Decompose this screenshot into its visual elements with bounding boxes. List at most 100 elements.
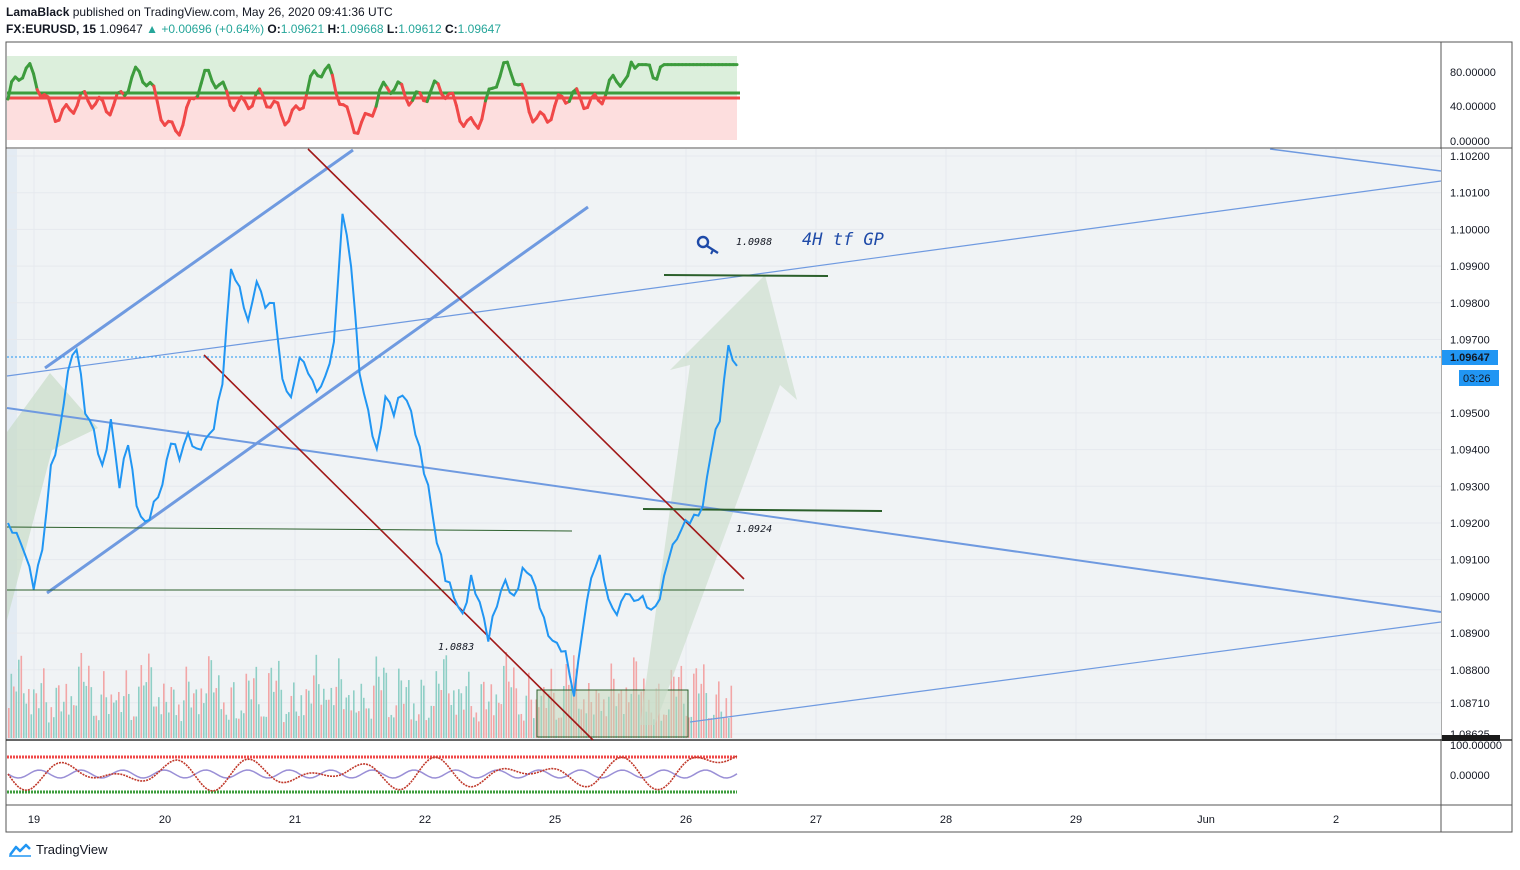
- volume-bar: [668, 709, 670, 738]
- volume-bar: [528, 672, 530, 738]
- osc-oversold-zone: [7, 98, 737, 140]
- volume-bar: [448, 693, 450, 738]
- volume-bar: [500, 704, 503, 738]
- volume-bar: [408, 680, 410, 738]
- countdown-badge: [1459, 370, 1499, 386]
- volume-bar: [560, 717, 563, 738]
- osc-segment: [334, 91, 342, 106]
- symbol-name[interactable]: FX:EURUSD, 15: [6, 22, 97, 36]
- low-price-marker: [1442, 735, 1500, 741]
- volume-bar: [40, 683, 43, 738]
- volume-bar: [395, 705, 398, 738]
- price-axis[interactable]: 1.10200 1.10100 1.10000 1.09900 1.09800 1.097…: [1450, 151, 1490, 741]
- osc-segment: [436, 82, 444, 96]
- symbol-legend: FX:EURUSD, 15 1.09647 ▲ +0.00696 (+0.64%…: [6, 22, 501, 36]
- volume-bar: [520, 713, 523, 738]
- lower-osc-signal: [7, 769, 738, 779]
- osc-segment: [6, 80, 14, 101]
- volume-bar: [440, 689, 443, 738]
- time-axis[interactable]: 19 20 21 22 25 26 27 28 29 Jun 2: [28, 814, 1339, 826]
- volume-bar: [213, 692, 215, 738]
- lower-osc-axis: 100.00000 0.00000: [1450, 740, 1502, 782]
- volume-bar: [510, 687, 513, 738]
- volume-bar: [245, 673, 248, 738]
- volume-bar: [58, 685, 60, 738]
- volume-bar: [205, 693, 208, 738]
- volume-bar: [513, 667, 515, 738]
- volume-bar: [633, 657, 635, 738]
- volume-bar: [95, 715, 98, 738]
- osc-segment: [655, 65, 662, 81]
- volume-bar: [570, 683, 573, 738]
- volume-bar: [533, 718, 535, 738]
- volume-bar: [720, 711, 723, 738]
- volume-bar: [243, 713, 245, 738]
- target-text-label: 4H tf GP: [802, 230, 884, 250]
- descending-channel-top: [307, 148, 745, 580]
- osc-segment: [509, 71, 517, 86]
- volume-bar: [578, 708, 580, 738]
- osc-segment: [181, 106, 189, 127]
- trend-lines: [6, 148, 1442, 741]
- volume-bar: [413, 703, 415, 738]
- volume-bar: [628, 702, 630, 738]
- osc-segment: [483, 87, 491, 103]
- volume-bar: [390, 714, 393, 738]
- osc-segment: [520, 82, 528, 96]
- volume-bar: [605, 716, 608, 738]
- volume-bar: [275, 680, 278, 738]
- volume-bar: [323, 688, 325, 738]
- volume-bar: [53, 717, 55, 738]
- volume-bar: [445, 655, 448, 738]
- lower-trendline-thin: [689, 621, 1442, 723]
- volume-bar: [618, 693, 620, 738]
- price-tick-label: 1.09300: [1450, 481, 1490, 493]
- volume-bar: [540, 695, 543, 738]
- volume-bar: [198, 714, 200, 738]
- osc-segment: [648, 63, 655, 80]
- close-value: 1.09647: [457, 22, 502, 36]
- volume-bar: [585, 713, 588, 738]
- osc-segment: [206, 68, 214, 83]
- osc-segment: [626, 60, 633, 78]
- volume-bar: [155, 706, 158, 738]
- volume-bar: [535, 699, 538, 738]
- volume-bar: [673, 676, 675, 738]
- volume-bar: [283, 722, 285, 738]
- tradingview-footer[interactable]: TradingView: [8, 842, 108, 857]
- volume-bar: [478, 721, 480, 738]
- volume-bar: [723, 718, 725, 738]
- volume-bar: [150, 667, 153, 738]
- volume-bar: [143, 685, 145, 738]
- volume-bar: [235, 718, 238, 738]
- volume-bar: [423, 685, 425, 738]
- volume-bar: [718, 681, 720, 738]
- volume-bar: [310, 703, 313, 738]
- osc-segment: [476, 117, 484, 130]
- volume-bar: [200, 688, 203, 738]
- volume-bar: [48, 722, 50, 738]
- volume-bar: [623, 714, 625, 738]
- volume-bar: [173, 689, 175, 738]
- high-label: H:: [327, 22, 341, 36]
- descending-channel-bottom: [203, 354, 594, 741]
- osc-segment: [261, 95, 269, 109]
- time-tick-label: 25: [549, 814, 561, 826]
- osc-segment: [83, 90, 90, 103]
- high-value: 1.09668: [340, 22, 384, 36]
- volume-bar: [110, 694, 113, 738]
- volume-bar: [303, 715, 305, 738]
- volume-bar: [575, 668, 578, 738]
- volume-bar: [430, 705, 433, 738]
- volume-bar: [435, 671, 438, 738]
- volume-bar: [730, 685, 733, 738]
- volume-bar: [588, 683, 590, 738]
- volume-bar: [548, 693, 550, 738]
- volume-bar: [123, 696, 125, 738]
- lower-osc-tick-label: 100.00000: [1450, 740, 1502, 752]
- volume-bar: [118, 691, 120, 738]
- volume-bar: [360, 683, 363, 738]
- volume-bar: [353, 690, 355, 738]
- author-name[interactable]: LamaBlack: [6, 5, 70, 19]
